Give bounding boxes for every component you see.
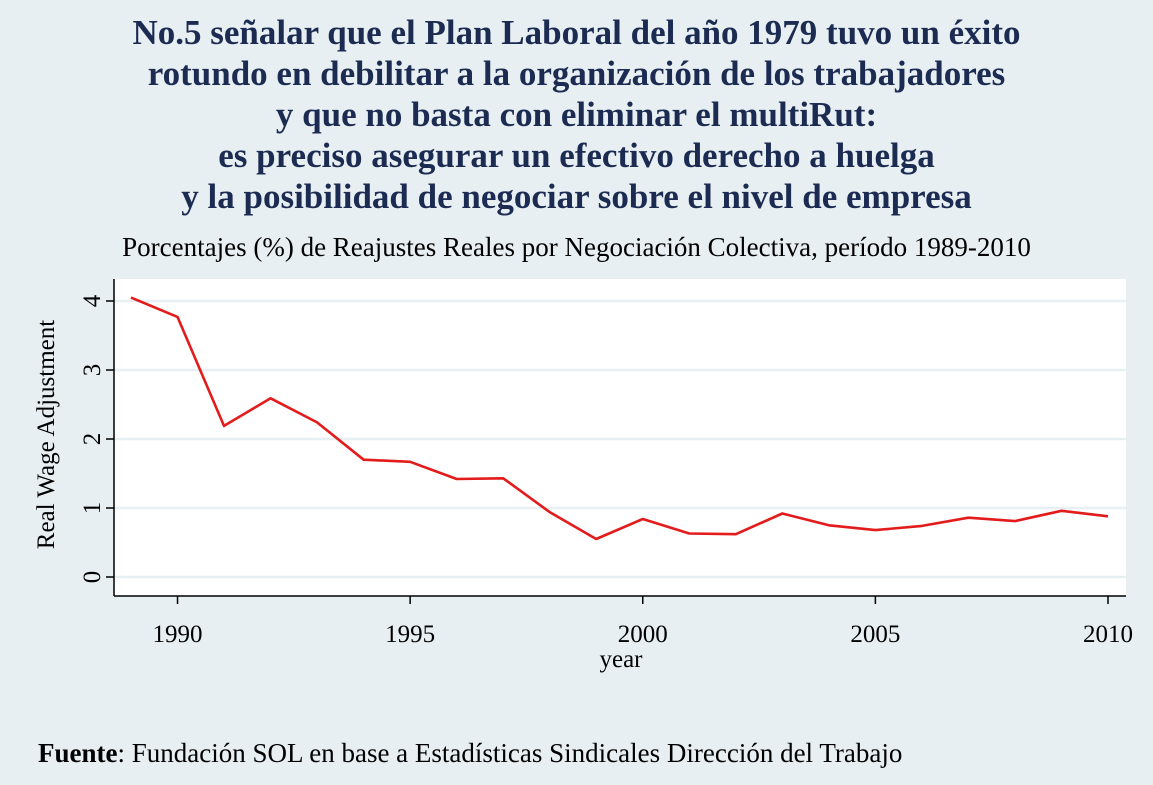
source-note: Fuente: Fundación SOL en base a Estadíst…	[38, 738, 902, 769]
x-tick-label: 1995	[385, 621, 435, 648]
y-axis-label: Real Wage Adjustment	[33, 320, 60, 549]
title-line: y la posibilidad de negociar sobre el ni…	[181, 177, 972, 216]
x-tick-label: 1990	[153, 621, 203, 648]
x-axis-label: year	[599, 646, 643, 673]
title-line: rotundo en debilitar a la organización d…	[147, 54, 1006, 93]
chart-title: Porcentajes (%) de Reajustes Reales por …	[122, 232, 1031, 262]
x-tick-label: 2000	[618, 621, 668, 648]
title-line: y que no basta con eliminar el multiRut:	[275, 95, 878, 134]
source-label: Fuente	[38, 738, 118, 768]
title-line: es preciso asegurar un efectivo derecho …	[218, 136, 935, 175]
axes	[113, 279, 1126, 597]
y-tick-label: 2	[79, 433, 106, 446]
main-title: No.5 señalar que el Plan Laboral del año…	[0, 12, 1153, 217]
y-tick-label: 4	[79, 294, 106, 307]
x-tick-label: 2005	[850, 621, 900, 648]
source-text: : Fundación SOL en base a Estadísticas S…	[117, 738, 903, 768]
y-tick-label: 1	[79, 502, 106, 515]
y-tick-label: 3	[79, 364, 106, 377]
series-line	[130, 296, 1109, 541]
grid-lines	[114, 299, 1126, 579]
ticks: 1990 1995 2000 2005 2010 0 1 2 3 4	[79, 294, 1133, 648]
title-line: No.5 señalar que el Plan Laboral del año…	[132, 13, 1021, 52]
plot-area	[114, 279, 1126, 596]
x-tick-label: 2010	[1083, 621, 1133, 648]
y-tick-label: 0	[79, 571, 106, 584]
